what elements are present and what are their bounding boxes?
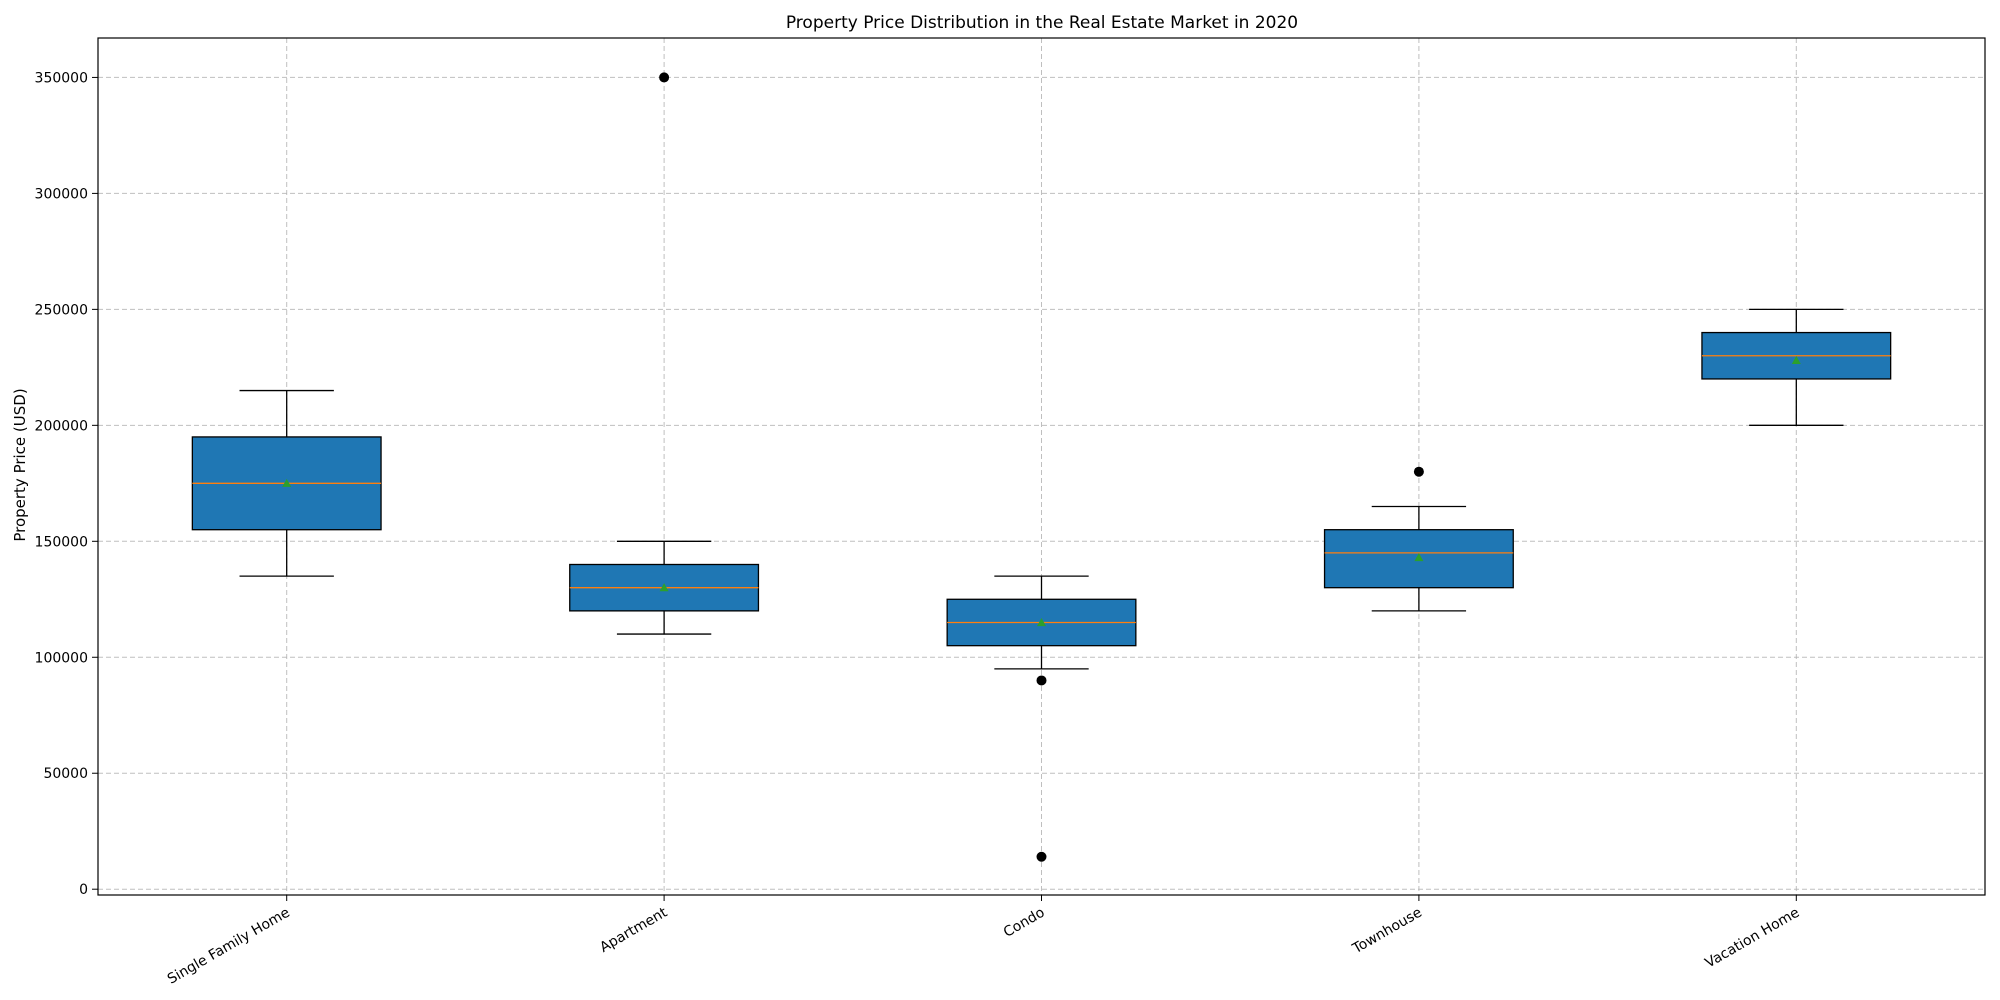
y-axis-title: Property Price (USD)	[11, 388, 29, 541]
y-tick-label: 350000	[35, 70, 88, 86]
outlier-point	[1413, 466, 1424, 477]
y-tick-label: 250000	[35, 302, 88, 318]
box-group	[191, 389, 382, 577]
x-axis-ticks: Single Family Home Apartment Condo Townhous…	[165, 895, 1802, 988]
x-tick-label: Townhouse	[1349, 905, 1425, 958]
y-tick-label: 150000	[35, 534, 88, 550]
outlier-point	[1036, 851, 1047, 862]
box-group	[1323, 466, 1514, 612]
y-tick-label: 100000	[35, 650, 88, 666]
chart-title: Property Price Distribution in the Real …	[786, 13, 1298, 33]
x-tick-label: Condo	[1001, 905, 1048, 941]
y-tick-label: 200000	[35, 418, 88, 434]
box-group	[569, 72, 760, 635]
box-group	[946, 575, 1137, 862]
mean-marker	[282, 478, 292, 487]
mean-marker	[1037, 617, 1046, 627]
y-tick-label: 0	[79, 882, 88, 898]
x-tick-label: Vacation Home	[1703, 905, 1803, 972]
y-tick-label: 50000	[43, 766, 88, 782]
mean-marker	[659, 583, 669, 592]
outlier-point	[659, 72, 670, 83]
box-layer	[191, 72, 1892, 862]
y-axis-ticks: 0 50000 100000 150000 200000 250000 300000 3500…	[35, 70, 98, 898]
mean-marker	[1414, 553, 1424, 562]
y-tick-label: 300000	[35, 186, 88, 202]
x-tick-label: Apartment	[597, 904, 670, 956]
box-group	[1701, 308, 1892, 426]
mean-marker	[1791, 355, 1801, 364]
x-tick-label: Single Family Home	[165, 905, 293, 988]
outlier-point	[1036, 675, 1047, 686]
